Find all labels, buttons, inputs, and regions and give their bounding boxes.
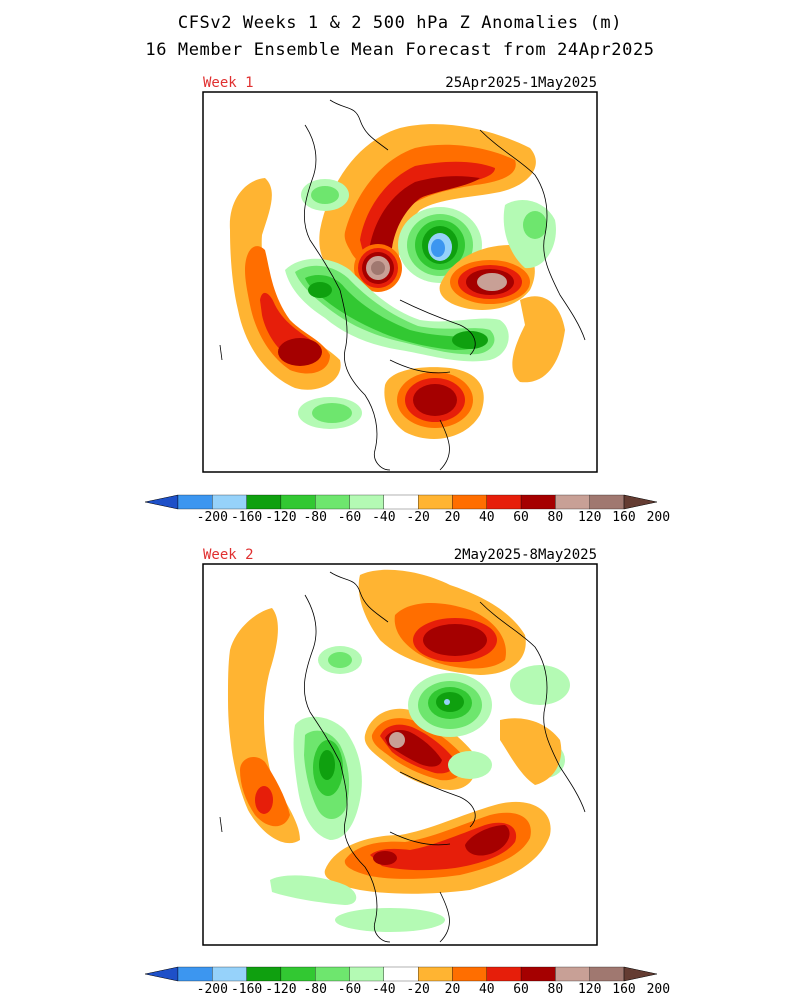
colorbar-swatch bbox=[349, 966, 384, 982]
colorbar-swatch bbox=[246, 966, 282, 982]
colorbar-tick-label: 200 bbox=[647, 982, 670, 997]
colorbar-swatch bbox=[280, 494, 316, 510]
colorbar-swatch bbox=[520, 966, 556, 982]
colorbar-tick-label: -80 bbox=[303, 510, 326, 525]
colorbar-tick-label: 80 bbox=[548, 510, 564, 525]
colorbar-tick-label: -20 bbox=[406, 982, 429, 997]
panel1-date-range: 25Apr2025-1May2025 bbox=[445, 75, 597, 91]
colorbar-swatch bbox=[555, 494, 590, 510]
colorbar-swatch bbox=[452, 494, 487, 510]
colorbar-tick-label: 20 bbox=[445, 510, 461, 525]
colorbar-tick-label: -60 bbox=[338, 510, 361, 525]
colorbar-swatch bbox=[212, 966, 247, 982]
colorbar-2: -200 -160 -120 -80 -60 -40 -20 20 40 60 80 120 160 20… bbox=[144, 966, 670, 997]
colorbar-swatch bbox=[246, 494, 282, 510]
colorbar-swatch bbox=[555, 966, 590, 982]
panel1-anomaly-field bbox=[219, 99, 586, 471]
colorbar-swatch bbox=[486, 966, 522, 982]
colorbar-tick-label: -80 bbox=[303, 982, 326, 997]
colorbar-swatch bbox=[177, 966, 213, 982]
colorbar-tick-label: -40 bbox=[372, 982, 395, 997]
colorbar-tick-label: -20 bbox=[406, 510, 429, 525]
colorbar-tick-label: -120 bbox=[265, 982, 296, 997]
colorbar-swatch bbox=[589, 494, 625, 510]
colorbar-swatch bbox=[349, 494, 384, 510]
colorbar-arrow-low bbox=[144, 966, 179, 982]
colorbar-tick-label: 120 bbox=[578, 510, 601, 525]
panel2-week-label: Week 2 bbox=[203, 547, 254, 563]
panel2-anomaly-field bbox=[219, 569, 586, 943]
colorbar-swatch bbox=[280, 966, 316, 982]
panel-week2: Week 2 2May2025-8May2025 bbox=[202, 547, 598, 946]
figure-title-line1: CFSv2 Weeks 1 & 2 500 hPa Z Anomalies (m… bbox=[178, 13, 622, 33]
colorbar-tick-label: 60 bbox=[513, 982, 529, 997]
colorbar-tick-label: 120 bbox=[578, 982, 601, 997]
colorbar-tick-label: -120 bbox=[265, 510, 296, 525]
colorbar-swatch bbox=[315, 494, 350, 510]
colorbar-swatch bbox=[315, 966, 350, 982]
colorbar-tick-label: 80 bbox=[548, 982, 564, 997]
colorbar-tick-label: -160 bbox=[231, 982, 262, 997]
colorbar-tick-label: -160 bbox=[231, 510, 262, 525]
colorbar-arrow-high bbox=[623, 494, 658, 510]
colorbar-tick-label: -200 bbox=[197, 982, 228, 997]
colorbar-1: -200 -160 -120 -80 -60 -40 -20 20 40 60 80 120 160 20… bbox=[144, 494, 670, 525]
colorbar-tick-label: 160 bbox=[612, 510, 635, 525]
colorbar-tick-label: -40 bbox=[372, 510, 395, 525]
panel2-coastlines bbox=[219, 571, 586, 943]
panel-week1: Week 1 25Apr2025-1May2025 bbox=[202, 75, 598, 473]
colorbar-swatch bbox=[520, 494, 556, 510]
colorbar-tick-label: 60 bbox=[513, 510, 529, 525]
panel1-coastlines bbox=[219, 99, 586, 471]
colorbar-swatch bbox=[177, 494, 213, 510]
colorbar-tick-label: 40 bbox=[479, 982, 495, 997]
colorbar-tick-label: 160 bbox=[612, 982, 635, 997]
panel2-date-range: 2May2025-8May2025 bbox=[454, 547, 597, 563]
colorbar-arrow-high bbox=[623, 966, 658, 982]
panel2-frame bbox=[202, 563, 598, 946]
panel1-frame bbox=[202, 91, 598, 473]
colorbar-tick-label: 200 bbox=[647, 510, 670, 525]
colorbar-arrow-low bbox=[144, 494, 179, 510]
colorbar-swatch bbox=[486, 494, 522, 510]
colorbar-tick-label: -60 bbox=[338, 982, 361, 997]
colorbar-swatch bbox=[212, 494, 247, 510]
colorbar-swatch bbox=[589, 966, 625, 982]
colorbar-swatch bbox=[418, 966, 453, 982]
colorbar-tick-label: -200 bbox=[197, 510, 228, 525]
colorbar-swatch bbox=[452, 966, 487, 982]
panel1-week-label: Week 1 bbox=[203, 75, 254, 91]
colorbar-tick-label: 20 bbox=[445, 982, 461, 997]
colorbar-swatch bbox=[383, 494, 419, 510]
colorbar-swatch bbox=[383, 966, 419, 982]
colorbar-tick-label: 40 bbox=[479, 510, 495, 525]
colorbar-swatch bbox=[418, 494, 453, 510]
figure-title-line2: 16 Member Ensemble Mean Forecast from 24… bbox=[145, 40, 654, 60]
